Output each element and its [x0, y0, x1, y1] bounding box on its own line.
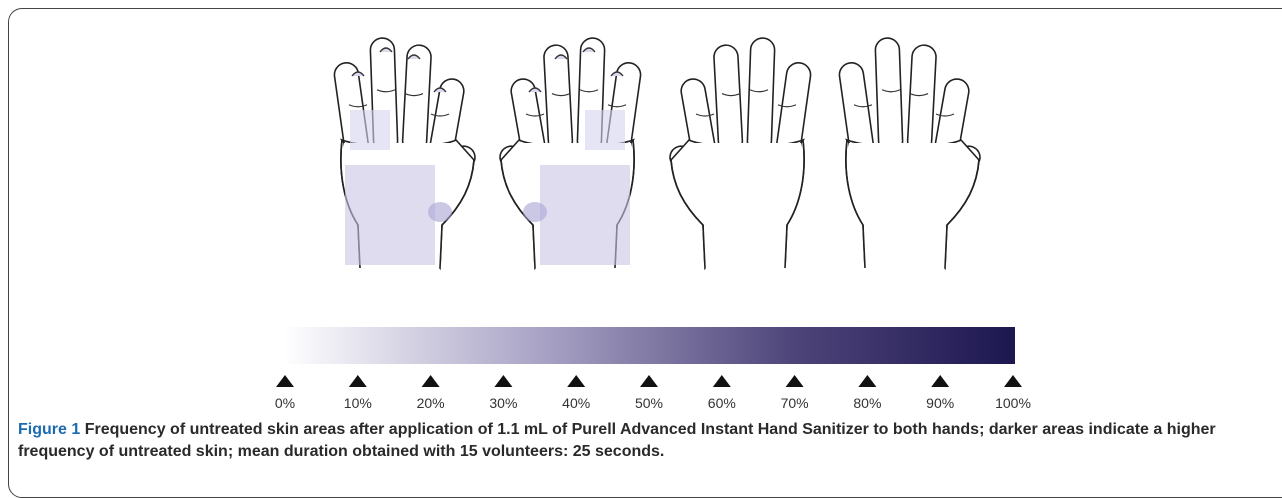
caption: Figure 1 Frequency of untreated skin are… [18, 419, 1258, 463]
tick-label: 30% [489, 395, 517, 411]
tick-label: 20% [417, 395, 445, 411]
finger [713, 45, 743, 154]
finger [543, 45, 573, 154]
hand [838, 38, 984, 268]
tick-marker [494, 375, 512, 387]
tick-marker [858, 375, 876, 387]
figure-art: 0% 10% 20% 30% 40% 50% 60% 70% 80% 90% 100% [0, 0, 1282, 479]
tick-label: 100% [995, 395, 1031, 411]
tint [428, 202, 452, 222]
tick-label: 10% [344, 395, 372, 411]
tint [523, 202, 547, 222]
tick-label: 70% [781, 395, 809, 411]
tick-marker [567, 375, 585, 387]
tick-marker [786, 375, 804, 387]
tick-label: 0% [275, 395, 295, 411]
tick-label: 80% [853, 395, 881, 411]
tint [585, 110, 625, 150]
color-scale [283, 327, 1015, 364]
palm-fill [848, 143, 977, 268]
tick-label: 90% [926, 395, 954, 411]
hand [496, 38, 642, 268]
tick-label: 60% [708, 395, 736, 411]
figure-label: Figure 1 [18, 421, 80, 438]
page: {"figure": { "label": "Figure 1", "capti… [0, 0, 1282, 479]
tint [350, 110, 390, 150]
tick-marker [276, 375, 294, 387]
palm-fill [673, 143, 802, 268]
finger [747, 38, 775, 154]
tick-marker [640, 375, 658, 387]
hand [666, 38, 812, 268]
tick-label: 40% [562, 395, 590, 411]
finger [402, 45, 432, 154]
tick-label: 50% [635, 395, 663, 411]
tick-marker [349, 375, 367, 387]
tick-marker [422, 375, 440, 387]
tick-marker [713, 375, 731, 387]
hand [333, 38, 479, 268]
tint [345, 165, 435, 265]
tick-marker [1004, 375, 1022, 387]
tick-marker [931, 375, 949, 387]
caption-text: Frequency of untreated skin areas after … [18, 421, 1216, 460]
finger [875, 38, 903, 154]
finger [907, 45, 937, 154]
tint [540, 165, 630, 265]
